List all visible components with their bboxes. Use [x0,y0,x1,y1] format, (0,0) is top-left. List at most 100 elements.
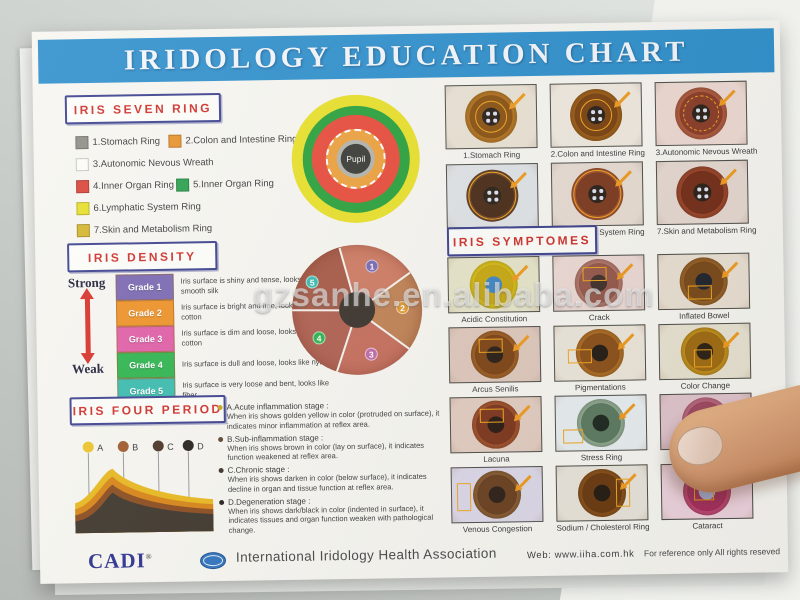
eye-photo-skin-metabolism-ring: 7.Skin and Metabolism Ring [655,159,757,238]
iris [576,398,626,448]
stage-item: C.Chronic stage : When iris shows darken… [218,462,449,494]
pupil-reflections [696,186,708,198]
grade-box: Grade 2 [115,299,175,327]
annotation-box-icon [478,338,503,353]
color-swatch [168,134,182,148]
annotation-arrow-icon [726,331,740,345]
color-swatch [176,177,190,192]
stage-bullet-icon [219,499,225,505]
legend-item: 2.Colon and Intestine Ring [168,132,298,148]
annotation-arrow-icon [513,171,527,186]
watermark: gzsanhe.en.alibaba.com [253,276,655,313]
legend-item: 3.Autonomic Nevous Wreath [75,156,214,171]
annotation-arrow-icon [723,168,737,182]
grade-box: Grade 1 [115,273,174,301]
photo-label: 1.Stomach Ring [463,150,521,161]
pupil-label: Pupil [340,143,371,175]
stage-item: A.Acute inflammation stage : When iris s… [217,399,448,431]
stage-bullet-icon [218,436,224,442]
color-swatch [76,179,90,193]
density-header: IRIS DENSITY [67,241,218,273]
eye-photo-stomach-ring: 1.Stomach Ring [444,83,538,161]
color-swatch [76,223,90,237]
web-label: Web: [526,549,552,562]
stage-item: B.Sub-inflammation stage : When iris sho… [218,431,448,463]
color-swatch [75,135,89,149]
stage-item: D.Degeneration stage : When iris shows d… [219,494,450,536]
photo-label: Sodium / Cholesterol Ring [556,522,650,533]
stage-desc: When iris shows golden yellow in color (… [226,408,440,431]
eye-photo-autonomic-wreath: 3.Autonomic Nevous Wreath [654,80,758,158]
symptom-lacuna: Lacuna [449,395,543,464]
annotation-box-icon [693,349,713,368]
period-marker-a: A [97,443,103,453]
legend-item: 1.Stomach Ring [75,134,168,149]
ring-red: Pupil [311,114,401,204]
grade-box: Grade 4 [116,351,176,379]
four-period-graphic: A B C D [68,433,220,539]
annotation-box-icon [479,408,504,423]
stage-desc: When iris shows dark/black in color (ind… [228,503,434,535]
photo-label: 3.Autonomic Nevous Wreath [655,146,758,158]
symptom-color-change: Color Change [658,322,752,391]
legend-item: 6.Lymphatic System Ring [76,200,201,215]
photo-label: Cataract [692,521,723,531]
symptom-sodium-cholesterol-ring: Sodium / Cholesterol Ring [555,464,650,533]
legend-item: 7.Skin and Metabolism Ring [76,222,212,237]
symptomes-header: IRIS SYMPTOMES [446,225,598,257]
annotation-arrow-icon [620,263,633,277]
photo-label: Inflated Bowel [679,310,730,321]
photo-label: Acidic Constitution [461,314,528,325]
ring-grey: Pupil [336,139,376,179]
stage-bullet-icon [218,467,224,474]
stage-desc: When iris shows darken in color (below s… [227,471,427,494]
color-swatch [75,157,89,171]
ring-orange: Pupil [325,128,387,190]
pie-number-badge: 4 [312,331,326,345]
pie-number-badge: 1 [365,259,379,273]
photo-label: Color Change [680,380,731,391]
registered-mark: ® [145,552,153,562]
pie-number-badge: 3 [364,347,378,361]
cadi-logo: CADI® [87,548,153,574]
rights-text: For reference only All rights reseved [643,546,781,559]
photo-label: Venous Congestion [462,524,533,535]
period-marker-d: D [197,441,204,451]
annotation-arrow-icon [722,89,736,103]
photo-label: 2.Colon and Intestine Ring [550,148,646,159]
photo-label: Arcus Senilis [472,384,519,395]
symptom-arcus-senilis: Arcus Senilis [448,325,542,395]
annotation-arrow-icon [725,261,738,275]
annotation-box-icon [567,348,592,364]
annotation-arrow-icon [617,91,631,105]
iris [675,165,729,219]
eye-photo-colon-intestine-ring: 2.Colon and Intestine Ring [549,82,646,159]
seven-ring-diagram: Pupil [290,93,421,224]
legend-item: 5.Inner Organ Ring [176,177,274,192]
strong-weak-arrow-icon [84,298,91,355]
annotation-box-icon [687,285,712,300]
symptom-venous-congestion: Venous Congestion [450,465,544,535]
association-name: International Iridology Health Associati… [235,545,497,565]
legend-item: 4.Inner Organ Ring [76,178,176,193]
page-title: IRIDOLOGY EDUCATION CHART [123,35,689,76]
seven-ring-header: IRIS SEVEN RING [64,92,222,125]
symptom-stress-ring: Stress Ring [554,394,648,463]
photo-label: 7.Skin and Metabolism Ring [656,225,757,237]
grade-boxes: Grade 1 Grade 2 Grade 3 Grade 4 Grade 5 [115,273,176,405]
period-marker-b: B [132,442,138,452]
iris [472,470,522,520]
photo-label: Lacuna [483,454,510,464]
ring-example-grid: 1.Stomach Ring 2.Colon and Intestine Rin… [444,80,758,242]
annotation-arrow-icon [618,170,632,184]
annotation-arrow-icon [512,92,526,107]
annotation-box-icon [457,483,472,512]
title-banner: IRIDOLOGY EDUCATION CHART [37,28,775,84]
seven-ring-legend: 1.Stomach Ring 2.Colon and Intestine Rin… [75,128,299,241]
photo-label: Stress Ring [580,452,623,463]
web-url: www.iiha.com.hk [554,548,635,561]
iridology-poster: IRIDOLOGY EDUCATION CHART IRIS SEVEN RIN… [31,20,789,584]
period-marker-c: C [167,442,174,452]
annotation-box-icon [563,429,584,445]
